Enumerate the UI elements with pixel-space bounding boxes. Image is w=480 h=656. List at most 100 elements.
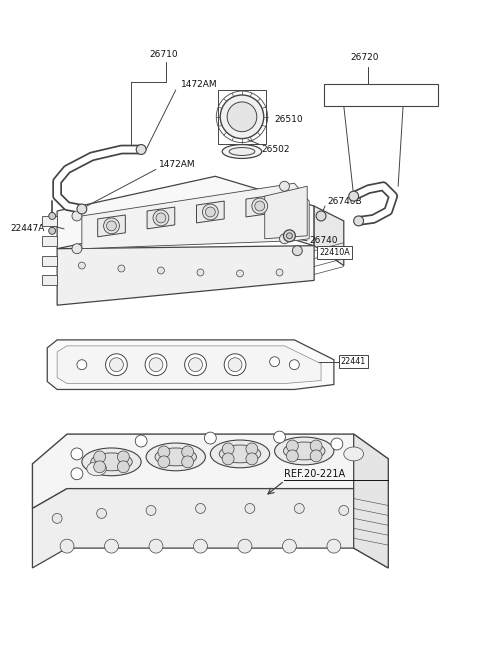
Circle shape [105,539,119,553]
Circle shape [255,201,264,211]
Ellipse shape [222,144,262,159]
Circle shape [246,443,258,455]
Circle shape [96,508,107,518]
Circle shape [284,230,295,242]
Circle shape [136,144,146,154]
Ellipse shape [91,453,132,471]
Circle shape [310,450,322,462]
Polygon shape [57,246,314,305]
Polygon shape [354,434,388,568]
Polygon shape [97,215,125,237]
Circle shape [279,181,289,191]
Polygon shape [42,236,57,246]
Polygon shape [42,276,57,285]
Circle shape [71,468,83,480]
Text: 1472AV: 1472AV [329,91,363,100]
Circle shape [157,267,164,274]
Text: 1472AK: 1472AK [385,91,420,100]
Circle shape [94,451,106,463]
Text: 26510: 26510 [275,115,303,124]
Text: 1472AM: 1472AM [159,160,195,169]
Circle shape [310,440,322,452]
Circle shape [153,210,169,226]
Circle shape [118,461,129,473]
Circle shape [349,191,359,201]
Circle shape [77,359,87,369]
Text: 26740: 26740 [309,236,338,245]
Ellipse shape [229,148,255,155]
Polygon shape [33,489,388,568]
Polygon shape [82,183,309,249]
Circle shape [289,359,300,369]
Circle shape [203,204,218,220]
Circle shape [118,265,125,272]
Circle shape [197,269,204,276]
Circle shape [252,198,268,214]
Circle shape [276,269,283,276]
Circle shape [195,504,205,514]
Polygon shape [33,434,388,508]
Text: 22441: 22441 [341,358,366,366]
Circle shape [135,435,147,447]
Circle shape [222,453,234,465]
Text: 26502: 26502 [262,145,290,154]
Polygon shape [264,186,307,239]
Ellipse shape [284,442,325,460]
Ellipse shape [155,448,196,466]
Text: 22447A: 22447A [11,224,45,234]
Text: 26710: 26710 [149,50,178,59]
Circle shape [94,461,106,473]
Ellipse shape [82,448,141,476]
Ellipse shape [146,443,205,471]
Circle shape [49,213,56,219]
Polygon shape [57,346,321,384]
Circle shape [49,228,56,234]
Ellipse shape [219,445,261,463]
Polygon shape [42,256,57,266]
Circle shape [287,233,292,239]
Circle shape [292,246,302,256]
Circle shape [287,440,298,452]
Circle shape [60,539,74,553]
Circle shape [279,234,289,244]
Text: 26720: 26720 [351,53,379,62]
Circle shape [224,354,246,376]
Circle shape [156,213,166,223]
Circle shape [72,211,82,221]
Circle shape [204,432,216,444]
Circle shape [182,456,193,468]
Polygon shape [196,201,224,223]
Text: 1472AM: 1472AM [180,79,217,89]
Circle shape [283,539,296,553]
Circle shape [331,438,343,450]
Circle shape [205,207,216,217]
Circle shape [71,448,83,460]
Polygon shape [47,340,334,390]
Ellipse shape [344,447,363,461]
Ellipse shape [210,440,270,468]
Circle shape [52,514,62,523]
Circle shape [189,358,203,372]
Circle shape [182,446,193,458]
Text: 26740B: 26740B [327,197,361,205]
Circle shape [246,453,258,465]
Circle shape [245,504,255,514]
Circle shape [227,102,257,132]
Circle shape [316,211,326,221]
Circle shape [185,354,206,376]
Ellipse shape [87,462,107,476]
Polygon shape [314,206,344,266]
Polygon shape [147,207,175,229]
Circle shape [327,539,341,553]
Circle shape [104,218,120,234]
Circle shape [72,244,82,254]
Circle shape [158,446,170,458]
Ellipse shape [275,437,334,465]
FancyBboxPatch shape [324,84,438,106]
Circle shape [270,357,279,367]
Circle shape [146,506,156,516]
Circle shape [118,451,129,463]
Polygon shape [246,195,274,217]
Circle shape [193,539,207,553]
Text: 22410A: 22410A [319,248,350,257]
